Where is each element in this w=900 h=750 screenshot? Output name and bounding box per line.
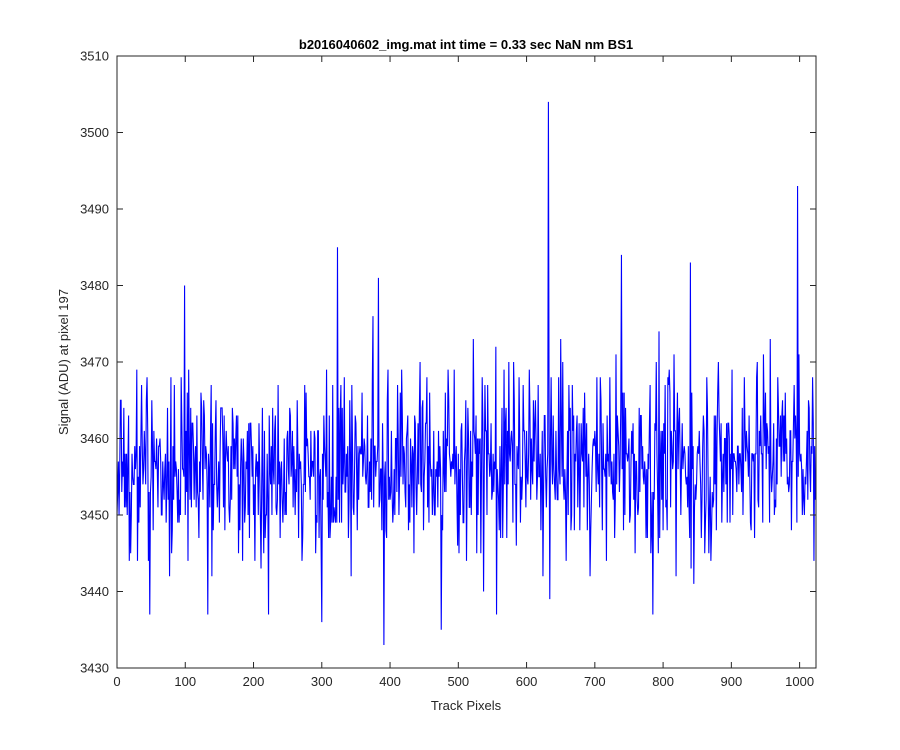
y-tick-label: 3430 (80, 661, 109, 676)
x-tick-label: 1000 (785, 674, 814, 689)
x-tick-label: 400 (379, 674, 401, 689)
y-tick-label: 3470 (80, 355, 109, 370)
y-tick-label: 3500 (80, 125, 109, 140)
x-tick-label: 100 (174, 674, 196, 689)
series-layer (116, 101, 816, 646)
x-axis: 0 100 200 300 400 500 600 700 800 900 1000 (113, 56, 814, 689)
x-tick-label: 700 (584, 674, 606, 689)
x-tick-label: 600 (516, 674, 538, 689)
y-tick-label: 3480 (80, 278, 109, 293)
y-tick-label: 3490 (80, 202, 109, 217)
x-tick-label: 800 (652, 674, 674, 689)
x-tick-label: 0 (113, 674, 120, 689)
x-tick-label: 500 (447, 674, 469, 689)
series-line (116, 101, 816, 646)
y-tick-label: 3460 (80, 431, 109, 446)
chart-title: b2016040602_img.mat int time = 0.33 sec … (299, 37, 633, 52)
x-axis-label: Track Pixels (431, 698, 502, 713)
x-tick-label: 300 (311, 674, 333, 689)
y-tick-label: 3450 (80, 508, 109, 523)
x-tick-label: 900 (721, 674, 743, 689)
y-tick-label: 3440 (80, 584, 109, 599)
x-tick-label: 200 (243, 674, 265, 689)
y-axis-label: Signal (ADU) at pixel 197 (56, 289, 71, 435)
y-tick-label: 3510 (80, 49, 109, 64)
y-axis: 3430 3440 3450 3460 3470 3480 3490 3500 3510 (80, 49, 816, 676)
plot-area (117, 56, 816, 668)
